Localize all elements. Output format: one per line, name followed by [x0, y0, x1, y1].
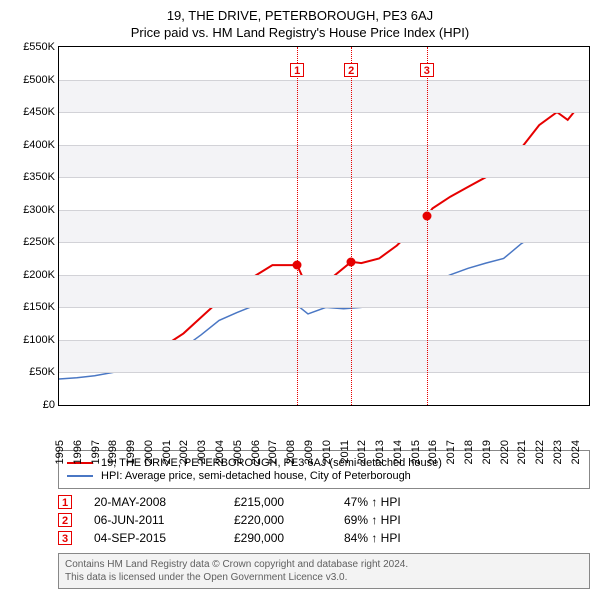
x-tick-label: 1997: [90, 440, 102, 464]
x-tick-label: 2008: [285, 440, 297, 464]
sale-pct-vs-hpi: 47% ↑ HPI: [344, 495, 401, 509]
x-tick-label: 2016: [427, 440, 439, 464]
y-tick-label: £450K: [11, 106, 55, 118]
sale-vline: [297, 47, 298, 405]
y-gridline: [59, 210, 589, 211]
y-tick-label: £150K: [11, 301, 55, 313]
y-tick-label: £250K: [11, 236, 55, 248]
x-tick-label: 2001: [161, 440, 173, 464]
x-tick-label: 2015: [410, 440, 422, 464]
grid-band: [59, 340, 589, 373]
y-gridline: [59, 80, 589, 81]
footer-line: This data is licensed under the Open Gov…: [65, 571, 583, 584]
x-tick-label: 2017: [445, 440, 457, 464]
x-tick-label: 1996: [72, 440, 84, 464]
sales-row: 2 06-JUN-2011 £220,000 69% ↑ HPI: [58, 513, 590, 527]
x-tick-label: 2024: [570, 440, 582, 464]
x-tick-label: 2013: [374, 440, 386, 464]
x-tick-label: 2000: [143, 440, 155, 464]
y-tick-label: £0: [11, 399, 55, 411]
x-tick-label: 2011: [339, 440, 351, 464]
x-tick-label: 2010: [321, 440, 333, 464]
x-tick-label: 2007: [267, 440, 279, 464]
x-tick-label: 2022: [534, 440, 546, 464]
sale-vline: [351, 47, 352, 405]
footer-line: Contains HM Land Registry data © Crown c…: [65, 558, 583, 571]
y-gridline: [59, 340, 589, 341]
sale-dot: [347, 257, 356, 266]
sales-row: 1 20-MAY-2008 £215,000 47% ↑ HPI: [58, 495, 590, 509]
y-tick-label: £350K: [11, 171, 55, 183]
footer-licence: Contains HM Land Registry data © Crown c…: [58, 553, 590, 589]
sale-marker-box: 1: [290, 63, 304, 77]
y-tick-label: £500K: [11, 74, 55, 86]
sale-marker-box: 3: [420, 63, 434, 77]
sale-pct-vs-hpi: 69% ↑ HPI: [344, 513, 401, 527]
x-tick-label: 2018: [463, 440, 475, 464]
legend-item: HPI: Average price, semi-detached house,…: [67, 470, 581, 482]
x-tick-label: 2006: [250, 440, 262, 464]
sale-dot: [293, 261, 302, 270]
chart-container: 19, THE DRIVE, PETERBOROUGH, PE3 6AJ Pri…: [0, 0, 600, 595]
y-tick-label: £300K: [11, 204, 55, 216]
y-gridline: [59, 275, 589, 276]
x-tick-label: 1998: [107, 440, 119, 464]
legend-swatch: [67, 475, 93, 477]
sale-dot: [422, 212, 431, 221]
grid-band: [59, 80, 589, 113]
y-tick-label: £100K: [11, 334, 55, 346]
sale-price: £215,000: [234, 495, 344, 509]
x-tick-label: 2019: [481, 440, 493, 464]
grid-band: [59, 210, 589, 243]
y-gridline: [59, 372, 589, 373]
x-tick-label: 2002: [178, 440, 190, 464]
y-gridline: [59, 307, 589, 308]
sale-price: £290,000: [234, 531, 344, 545]
x-tick-label: 2012: [356, 440, 368, 464]
sale-marker-box: 2: [344, 63, 358, 77]
sale-price: £220,000: [234, 513, 344, 527]
x-tick-label: 2003: [196, 440, 208, 464]
sale-date: 04-SEP-2015: [94, 531, 234, 545]
x-tick-label: 1995: [54, 440, 66, 464]
y-gridline: [59, 145, 589, 146]
x-tick-label: 2004: [214, 440, 226, 464]
x-tick-label: 2009: [303, 440, 315, 464]
sale-pct-vs-hpi: 84% ↑ HPI: [344, 531, 401, 545]
chart-title-address: 19, THE DRIVE, PETERBOROUGH, PE3 6AJ: [10, 8, 590, 23]
y-tick-label: £550K: [11, 41, 55, 53]
x-axis-labels: 1995199619971998199920002001200220032004…: [58, 406, 590, 444]
x-tick-label: 2005: [232, 440, 244, 464]
y-gridline: [59, 242, 589, 243]
y-tick-label: £50K: [11, 366, 55, 378]
sale-marker-icon: 2: [58, 513, 72, 527]
sale-vline: [427, 47, 428, 405]
sale-marker-icon: 3: [58, 531, 72, 545]
sales-table: 1 20-MAY-2008 £215,000 47% ↑ HPI 2 06-JU…: [58, 495, 590, 545]
grid-band: [59, 145, 589, 178]
y-tick-label: £200K: [11, 269, 55, 281]
chart-title-sub: Price paid vs. HM Land Registry's House …: [10, 25, 590, 40]
x-tick-label: 2020: [499, 440, 511, 464]
sale-date: 06-JUN-2011: [94, 513, 234, 527]
x-tick-label: 2014: [392, 440, 404, 464]
legend-label: HPI: Average price, semi-detached house,…: [101, 470, 411, 482]
y-tick-label: £400K: [11, 139, 55, 151]
x-tick-label: 2021: [516, 440, 528, 464]
grid-band: [59, 275, 589, 308]
y-gridline: [59, 112, 589, 113]
sale-marker-icon: 1: [58, 495, 72, 509]
x-tick-label: 2023: [552, 440, 564, 464]
x-tick-label: 1999: [125, 440, 137, 464]
plot-area: £0£50K£100K£150K£200K£250K£300K£350K£400…: [58, 46, 590, 406]
sales-row: 3 04-SEP-2015 £290,000 84% ↑ HPI: [58, 531, 590, 545]
y-gridline: [59, 177, 589, 178]
sale-date: 20-MAY-2008: [94, 495, 234, 509]
